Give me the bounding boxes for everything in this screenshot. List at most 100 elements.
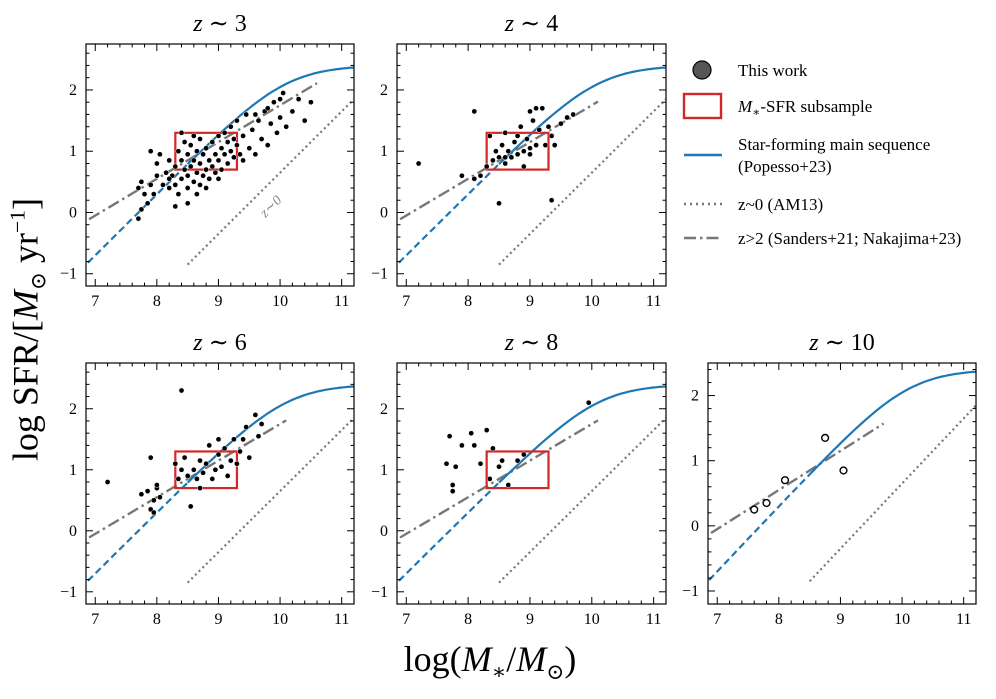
data-point [206,442,213,449]
x-axis-label: log(M∗/M⊙) [403,639,577,685]
data-point [150,509,157,516]
x-tick-label: 10 [584,293,600,310]
y-tick-label: 0 [69,204,77,221]
data-point [181,166,188,173]
data-point [197,182,203,188]
data-point [471,108,478,115]
z0-annotation: z∼0 [257,193,285,221]
y-tick-label: 2 [69,401,77,418]
data-point [240,157,246,164]
data-point [274,129,280,136]
data-point [166,185,173,191]
data-point [548,197,555,204]
data-point [449,482,456,488]
data-point [505,482,512,488]
x-tick-label: 8 [153,611,161,628]
y-axis-label: log SFR/[M⊙ yr−1] [5,198,51,462]
x-tick-label: 7 [402,611,410,628]
data-point [231,436,237,443]
y-tick-label: −1 [682,583,699,600]
panel-title: z ∼ 6 [192,330,246,356]
data-point [197,136,203,142]
data-point [234,117,240,124]
data-point [545,123,552,130]
data-point [237,151,243,158]
panel-frame [85,43,355,287]
sfms-solid-line [498,385,666,484]
data-point [240,133,246,139]
data-point [271,99,277,106]
panel-1: z∼0 7 8 9 10 11 −1 0 1 2 z ∼ 3 [60,11,355,310]
z2-relation-line [399,419,599,539]
panel-2: 7 8 9 10 11 −1 0 1 2 z ∼ 4 [371,11,667,310]
y-tick-label: 2 [380,82,388,99]
data-point [178,466,185,473]
data-point [166,157,173,164]
sfms-dashed-line [397,163,500,267]
data-point [234,142,240,148]
x-tick-label: 9 [214,611,222,628]
plot-area [397,66,666,267]
y-tick-label: 0 [691,518,699,535]
data-point [234,460,240,467]
y-tick-label: 2 [69,82,77,99]
data-point [184,200,191,207]
data-point [197,457,203,464]
data-point [224,473,231,479]
data-point [264,142,271,148]
ticks [397,44,666,286]
y-tick-label: 1 [69,462,77,479]
data-point [308,99,314,106]
data-point [181,454,188,461]
z2-relation-line [88,82,318,221]
data-point [750,505,759,514]
data-point [542,142,549,148]
data-point [520,148,527,155]
data-point [570,111,577,118]
data-point [209,163,216,170]
data-point [227,123,234,130]
legend-marker-subsample [682,92,723,120]
data-point [459,442,465,449]
data-point [524,136,530,142]
data-point [221,445,228,452]
data-point [240,436,246,443]
data-point [138,206,145,213]
data-point [533,105,539,112]
x-tick-label: 9 [526,611,534,628]
plot-area [397,385,666,585]
legend-label-z2: z>2 (Sanders+21; Nakajima+23) [738,229,961,248]
y-tick-label: 0 [69,523,77,540]
data-point [517,123,524,130]
panel-5: 7 8 9 10 11 −1 0 1 2 z ∼ 10 [682,330,977,628]
z0-relation-line [498,98,666,266]
ticks [86,363,354,604]
data-point [471,442,478,449]
data-point [175,476,182,482]
legend-label-sfms-1: Star-forming main sequence [738,135,930,154]
data-point [511,139,518,145]
panel-title: z ∼ 8 [504,330,558,356]
data-point [200,151,206,158]
data-point [762,498,771,508]
data-point [181,139,188,145]
data-point [255,117,262,124]
panel-title: z ∼ 3 [192,11,246,37]
data-point [194,148,200,155]
data-point [471,175,478,182]
y-tick-label: 1 [380,462,388,479]
data-point [212,151,219,158]
data-point [551,142,558,148]
data-point [175,148,182,155]
data-point [212,169,219,176]
data-point [505,148,512,155]
x-tick-label: 8 [153,293,161,310]
data-point [252,412,259,418]
y-tick-label: −1 [60,266,77,283]
subsample-box [174,450,239,490]
data-point [246,454,253,461]
sfms-solid-line [186,385,354,484]
sfms-solid-line [186,66,354,165]
data-point [496,154,502,161]
